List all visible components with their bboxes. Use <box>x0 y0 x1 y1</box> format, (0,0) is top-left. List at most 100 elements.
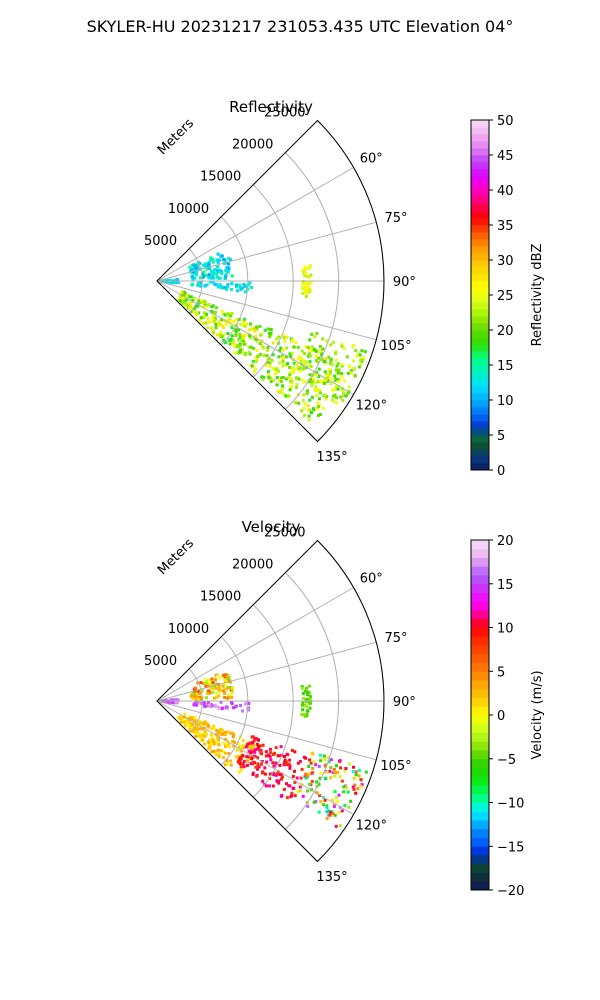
angular-tick-label: 75° <box>384 211 407 226</box>
echo-pixel <box>174 700 178 704</box>
echo-pixel <box>222 674 226 678</box>
echo-pixel <box>275 383 279 387</box>
echo-pixel <box>198 261 202 265</box>
echo-pixel <box>215 264 219 268</box>
echo-pixel <box>180 300 184 304</box>
echo-pixel <box>211 260 215 264</box>
echo-pixel <box>297 357 301 361</box>
echo-pixel <box>287 376 291 380</box>
echo-pixel <box>222 258 226 261</box>
echo-pixel <box>328 813 332 817</box>
colorbar-segment <box>471 662 489 672</box>
echo-pixel <box>206 683 209 686</box>
echo-pixel <box>360 360 364 364</box>
echo-pixel <box>268 747 272 751</box>
echo-pixel <box>203 678 207 682</box>
echo-pixel <box>328 769 332 773</box>
echo-pixel <box>258 325 262 328</box>
echo-pixel <box>211 317 215 321</box>
echo-pixel <box>249 751 253 755</box>
echo-pixel <box>191 298 195 302</box>
colorbar-segment <box>471 732 489 742</box>
colorbar-segment <box>471 863 489 873</box>
echo-pixel <box>282 336 286 340</box>
echo-pixel <box>238 344 242 348</box>
echo-pixel <box>307 275 311 279</box>
polar-grid <box>156 120 385 442</box>
azimuth-spoke <box>156 641 377 702</box>
echo-pixel <box>323 379 327 383</box>
echo-pixel <box>325 339 329 343</box>
echo-pixel <box>316 401 320 405</box>
echo-pixel <box>307 772 311 776</box>
echo-pixel <box>178 294 182 298</box>
echo-pixel <box>294 385 298 389</box>
radial-tick-label: 10000 <box>168 202 209 217</box>
colorbar-segment <box>471 653 489 663</box>
echo-pixel <box>312 800 316 804</box>
echo-pixel <box>327 374 331 378</box>
echo-pixel <box>266 370 270 373</box>
echo-pixel <box>256 756 259 760</box>
echo-pixel <box>227 338 231 342</box>
echo-pixel <box>306 804 310 808</box>
echo-pixel <box>266 360 270 364</box>
echo-pixel <box>224 321 228 325</box>
echo-pixel <box>225 705 229 709</box>
echo-pixel <box>316 360 320 364</box>
radial-tick-label: 5000 <box>144 654 177 669</box>
echo-pixel <box>195 703 199 707</box>
echo-pixel <box>276 770 280 774</box>
echo-pixel <box>224 269 228 272</box>
echo-pixel <box>212 742 216 746</box>
echo-pixel <box>238 339 242 343</box>
echo-pixel <box>295 776 299 780</box>
echo-pixel <box>221 326 225 329</box>
echo-pixel <box>217 276 221 280</box>
echo-pixel <box>296 367 300 371</box>
echo-pixel <box>180 296 184 300</box>
echo-pixel <box>193 694 197 698</box>
echo-pixel <box>210 274 214 278</box>
colorbar-segment <box>471 232 489 240</box>
echo-pixel <box>310 751 314 755</box>
echo-pixel <box>196 700 200 704</box>
echo-pixel <box>230 334 234 338</box>
echo-pixel <box>213 268 217 272</box>
echo-pixel <box>231 686 235 690</box>
echo-pixel <box>323 393 327 397</box>
echo-pixel <box>304 295 308 299</box>
colorbar-segment <box>471 267 489 275</box>
echo-pixel <box>337 379 341 383</box>
echo-pixel <box>235 748 239 752</box>
echo-pixel <box>334 385 338 389</box>
echo-pixel <box>220 309 224 313</box>
echo-pixel <box>250 755 254 759</box>
echo-pixel <box>269 331 273 335</box>
colorbar-segment <box>471 400 489 408</box>
echo-pixel <box>249 322 252 326</box>
colorbar-segment <box>471 414 489 422</box>
echo-pixel <box>221 732 225 736</box>
echo-pixel <box>311 771 315 774</box>
echo-pixel <box>300 767 304 771</box>
colorbar-tick-label: 35 <box>497 219 514 234</box>
echo-pixel <box>308 380 311 384</box>
echo-pixel <box>234 755 238 759</box>
echo-pixel <box>307 414 311 418</box>
echo-pixel <box>325 770 329 774</box>
echo-pixel <box>223 691 227 695</box>
echo-pixel <box>180 716 183 720</box>
echo-pixel <box>218 283 222 286</box>
echo-pixel <box>223 683 227 687</box>
echo-pixel <box>203 303 207 307</box>
echo-pixel <box>195 273 199 277</box>
echo-pixel <box>339 395 343 399</box>
echo-pixel <box>220 324 224 328</box>
echo-pixel <box>342 785 346 789</box>
echo-pixel <box>337 793 341 797</box>
echo-pixel <box>199 681 203 685</box>
echo-pixel <box>229 731 233 735</box>
echo-pixel <box>209 705 213 708</box>
echo-pixel <box>334 368 338 372</box>
